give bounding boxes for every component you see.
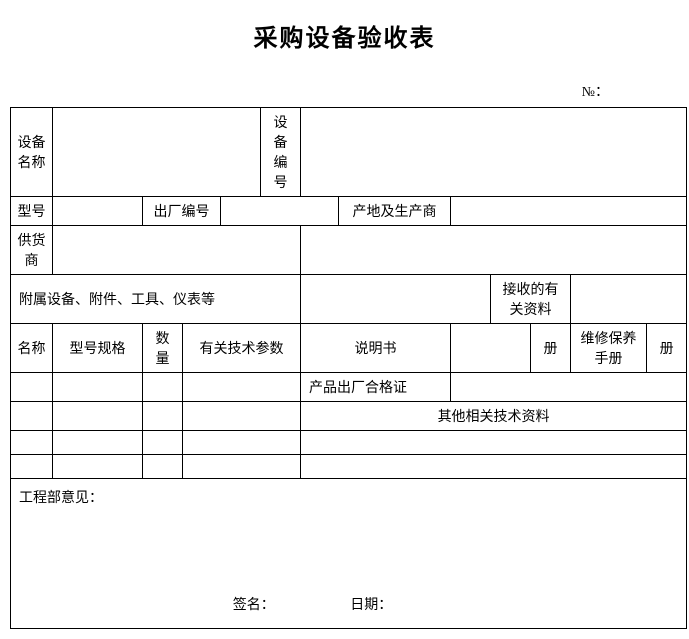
table-row — [183, 402, 301, 431]
label-date: 日期： — [350, 594, 392, 614]
label-model-spec: 型号规格 — [53, 324, 143, 373]
label-equipment-number: 设备编号 — [261, 108, 301, 197]
label-received-docs: 接收的有关资料 — [491, 275, 571, 324]
value-supplier — [53, 226, 301, 275]
serial-number-label: №： — [10, 81, 679, 101]
label-accessories: 附属设备、附件、工具、仪表等 — [11, 275, 301, 324]
table-row — [143, 373, 183, 402]
table-row — [183, 431, 301, 455]
label-name-col: 名称 — [11, 324, 53, 373]
label-supplier: 供货商 — [11, 226, 53, 275]
value-accessories-gap — [301, 275, 491, 324]
label-manual: 说明书 — [301, 324, 451, 373]
label-signature: 签名： — [233, 594, 275, 614]
value-model — [53, 197, 143, 226]
value-origin-manufacturer — [451, 197, 687, 226]
table-row — [11, 455, 53, 479]
label-maintenance-manual: 维修保养手册 — [571, 324, 647, 373]
acceptance-form-table: 设备名称 设备编号 型号 出厂编号 产地及生产商 供货商 附属设备、附件、工具、… — [10, 107, 687, 629]
dept-opinion-section: 工程部意见： 签名： 日期： — [11, 479, 687, 629]
table-row — [53, 402, 143, 431]
table-row — [11, 431, 53, 455]
page-title: 采购设备验收表 — [10, 18, 679, 53]
label-tech-params: 有关技术参数 — [183, 324, 301, 373]
table-row — [143, 402, 183, 431]
table-row — [53, 455, 143, 479]
label-dept-opinion: 工程部意见： — [19, 491, 103, 506]
table-row — [301, 455, 687, 479]
label-other-docs: 其他相关技术资料 — [301, 402, 687, 431]
value-supplier-2 — [301, 226, 687, 275]
table-row — [11, 402, 53, 431]
label-volume-2: 册 — [647, 324, 687, 373]
value-equipment-name — [53, 108, 261, 197]
label-factory-number: 出厂编号 — [143, 197, 221, 226]
label-factory-cert: 产品出厂合格证 — [301, 373, 451, 402]
table-row — [53, 373, 143, 402]
table-row — [143, 455, 183, 479]
value-factory-number — [221, 197, 339, 226]
value-manual-count — [451, 324, 531, 373]
table-row — [183, 373, 301, 402]
label-origin-manufacturer: 产地及生产商 — [339, 197, 451, 226]
table-row — [53, 431, 143, 455]
label-equipment-name: 设备名称 — [11, 108, 53, 197]
table-row — [301, 431, 687, 455]
label-quantity: 数量 — [143, 324, 183, 373]
table-row — [11, 373, 53, 402]
value-received-docs — [571, 275, 687, 324]
label-volume-1: 册 — [531, 324, 571, 373]
opinion-footer: 签名： 日期： — [11, 594, 686, 614]
label-model: 型号 — [11, 197, 53, 226]
value-factory-cert — [451, 373, 687, 402]
table-row — [183, 455, 301, 479]
value-equipment-number — [301, 108, 687, 197]
table-row — [143, 431, 183, 455]
